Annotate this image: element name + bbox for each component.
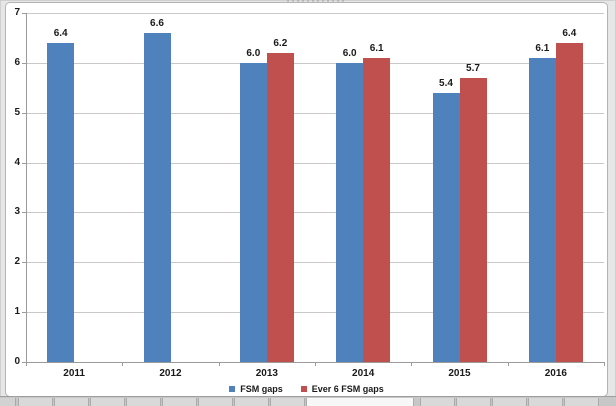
gridline <box>26 112 604 114</box>
chart-panel[interactable]: 0 1 2 3 4 5 6 7 6.4 2011 6.6 2012 6.0 6.2 2013 6.0 6.1 20… <box>5 2 608 397</box>
x-axis-tick <box>604 362 605 366</box>
bar-fsm-gaps-2016[interactable] <box>528 57 556 362</box>
x-axis-tick <box>507 362 509 366</box>
bar-ever-6-fsm-gaps-2014[interactable] <box>363 57 391 362</box>
bar-fsm-gaps-2013[interactable] <box>239 62 267 362</box>
sheet-tab[interactable] <box>492 398 527 406</box>
legend-label: Ever 6 FSM gaps <box>311 384 384 394</box>
sheet-tab[interactable] <box>198 398 233 406</box>
bar-value-label: 6.0 <box>246 47 261 59</box>
y-axis-tick <box>22 13 26 14</box>
bar-fsm-gaps-2012[interactable] <box>143 32 171 362</box>
y-axis-tick-label: 4 <box>14 156 20 168</box>
y-axis-tick-label: 5 <box>14 106 20 118</box>
bar-ever-6-fsm-gaps-2015[interactable] <box>459 77 487 362</box>
sheet-tab[interactable] <box>234 398 269 406</box>
x-axis-tick <box>315 362 316 366</box>
sheet-tab-active[interactable] <box>306 398 414 406</box>
legend-item-fsm-gaps[interactable]: FSM gaps <box>229 384 283 394</box>
sheet-tab-bar[interactable] <box>0 396 616 406</box>
sheet-tab[interactable] <box>90 398 125 406</box>
y-axis-tick <box>22 362 26 363</box>
gridline <box>26 212 604 214</box>
chart-legend: FSM gaps Ever 6 FSM gaps <box>6 383 607 395</box>
y-axis-tick-label: 3 <box>14 206 20 218</box>
y-axis-line <box>26 13 27 363</box>
y-axis-tick-label: 6 <box>14 56 20 68</box>
gridline <box>26 162 604 164</box>
y-axis-tick-label: 0 <box>14 356 20 367</box>
legend-label: FSM gaps <box>240 384 283 394</box>
y-axis-tick <box>22 112 26 114</box>
sheet-tab[interactable] <box>54 398 89 406</box>
bar-value-label: 6.1 <box>369 42 384 54</box>
bar-value-label: 5.4 <box>439 77 453 89</box>
x-axis-tick <box>411 362 413 366</box>
sheet-tab[interactable] <box>456 398 491 406</box>
bar-fsm-gaps-2011[interactable] <box>47 42 75 362</box>
bar-value-label: 6.0 <box>342 47 357 59</box>
y-axis-tick <box>22 312 26 314</box>
bar-value-label: 6.4 <box>562 27 577 39</box>
bar-value-label: 6.4 <box>53 27 68 39</box>
sheet-tab[interactable] <box>126 398 161 406</box>
bar-ever-6-fsm-gaps-2016[interactable] <box>555 42 583 362</box>
gridline <box>26 262 604 264</box>
sheet-tab[interactable] <box>564 398 599 406</box>
x-axis-tick <box>122 362 124 366</box>
y-axis-tick <box>22 62 26 64</box>
y-axis-tick <box>22 262 26 264</box>
x-axis-category-label: 2013 <box>255 368 278 379</box>
bar-fsm-gaps-2014[interactable] <box>336 62 364 362</box>
x-axis-category-label: 2011 <box>63 368 85 379</box>
y-axis-tick-label: 2 <box>14 256 20 268</box>
sheet-tab[interactable] <box>270 398 305 406</box>
bar-value-label: 6.2 <box>273 37 288 49</box>
bar-ever-6-fsm-gaps-2013[interactable] <box>266 52 294 362</box>
bar-value-label: 6.6 <box>150 17 164 29</box>
sheet-tab[interactable] <box>420 398 455 406</box>
sheet-tab[interactable] <box>18 398 53 406</box>
x-axis-tick <box>26 362 27 366</box>
legend-item-ever-6-fsm-gaps[interactable]: Ever 6 FSM gaps <box>300 384 384 394</box>
y-axis-tick-label: 1 <box>14 306 20 318</box>
bar-value-label: 6.1 <box>535 42 550 54</box>
x-axis-category-label: 2014 <box>352 368 375 379</box>
bar-value-label: 5.7 <box>466 62 480 74</box>
sheet-tab[interactable] <box>162 398 197 406</box>
bar-fsm-gaps-2015[interactable] <box>432 92 460 362</box>
gridline <box>26 62 604 64</box>
x-axis-category-label: 2016 <box>544 368 567 379</box>
legend-swatch-icon <box>300 386 307 392</box>
x-axis-category-label: 2012 <box>159 368 182 379</box>
y-axis-tick-label: 7 <box>14 7 20 18</box>
legend-swatch-icon <box>229 386 236 392</box>
x-axis-category-label: 2015 <box>448 368 471 379</box>
x-axis-tick <box>218 362 220 366</box>
gridline <box>26 13 604 14</box>
sheet-nav-buttons[interactable] <box>0 398 16 406</box>
gridline <box>26 312 604 314</box>
sheet-tab[interactable] <box>528 398 563 406</box>
y-axis-tick <box>22 212 26 214</box>
y-axis-tick <box>22 162 26 164</box>
